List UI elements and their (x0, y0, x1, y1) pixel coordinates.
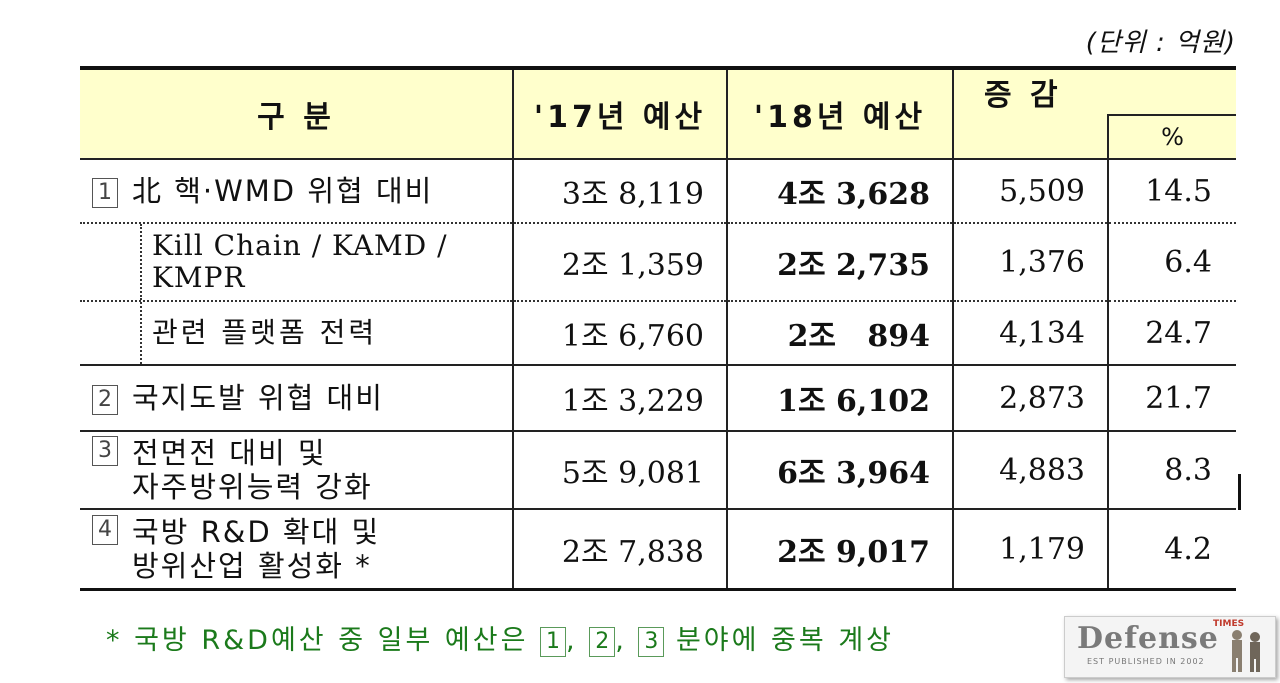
budget-18-cell: 2조 894 (727, 301, 954, 366)
footnote-prefix: * 국방 R&D예산 중 일부 예산은 (106, 625, 529, 656)
soldier-silhouette-icon (1232, 630, 1260, 672)
percent-cell: 4.2 (1108, 509, 1236, 591)
number-box: 4 (92, 515, 118, 545)
unit-label: (단위 : 억원) (1085, 28, 1236, 58)
footnote: * 국방 R&D예산 중 일부 예산은 1, 2, 3 분야에 중복 계상 (106, 625, 894, 657)
header-budget-18: '18년 예산 (727, 66, 954, 160)
logo-wordmark: Defense (1077, 621, 1219, 656)
stray-vertical-bar (1238, 474, 1241, 510)
header-category: 구 분 (80, 66, 514, 160)
row-label-line2: 방위산업 활성화 * (132, 549, 372, 583)
header-change-spacer (953, 115, 1109, 160)
budget-18-cell: 6조 3,964 (727, 431, 954, 510)
budget-17-cell: 1조 3,229 (513, 365, 728, 432)
row-label: 3 전면전 대비 및 자주방위능력 강화 (80, 431, 514, 510)
number-box: 2 (92, 385, 118, 415)
number-box: 3 (92, 436, 118, 466)
logo-times: TIMES (1213, 619, 1245, 629)
header-percent: % (1107, 114, 1236, 160)
percent-cell: 24.7 (1108, 301, 1236, 366)
row-label-line2: 자주방위능력 강화 (132, 470, 373, 504)
budget-18-cell: 1조 6,102 (727, 365, 954, 432)
header-budget-17: '17년 예산 (513, 66, 728, 160)
change-cell: 2,873 (953, 365, 1109, 432)
table-row: 3 전면전 대비 및 자주방위능력 강화 5조 9,081 6조 3,964 4… (80, 431, 1236, 510)
row-label-line1: 전면전 대비 및 (132, 436, 327, 470)
percent-cell: 21.7 (1108, 365, 1236, 432)
change-cell: 1,376 (953, 223, 1109, 302)
row-label: 1 北 핵·WMD 위협 대비 (80, 159, 514, 224)
footnote-box-3: 3 (638, 626, 665, 657)
budget-18-cell: 2조 9,017 (727, 509, 954, 591)
header-row-2: % (80, 114, 1236, 160)
sub-row-label: 관련 플랫폼 전력 (80, 301, 514, 366)
budget-17-cell: 2조 1,359 (513, 223, 728, 302)
change-cell: 1,179 (953, 509, 1109, 591)
row-label-text: 北 핵·WMD 위협 대비 (132, 174, 434, 208)
percent-cell: 6.4 (1108, 223, 1236, 302)
row-label: 2 국지도발 위협 대비 (80, 365, 514, 432)
defense-times-logo: Defense TIMES EST PUBLISHED IN 2002 (1064, 616, 1276, 678)
footnote-box-1: 1 (540, 626, 567, 657)
budget-table: 구 분 '17년 예산 '18년 예산 증 감 % 1 北 핵·WMD 위협 대비… (80, 66, 1236, 591)
row-label: 4 국방 R&D 확대 및 방위산업 활성화 * (80, 509, 514, 591)
footnote-box-2: 2 (589, 626, 616, 657)
sub-row-label: Kill Chain / KAMD / KMPR (80, 223, 514, 302)
table-row: Kill Chain / KAMD / KMPR 2조 1,359 2조 2,7… (80, 223, 1236, 302)
budget-17-cell: 2조 7,838 (513, 509, 728, 591)
logo-est: EST PUBLISHED IN 2002 (1087, 657, 1205, 666)
budget-table-container: 구 분 '17년 예산 '18년 예산 증 감 % 1 北 핵·WMD 위협 대비… (80, 66, 1236, 591)
percent-cell: 8.3 (1108, 431, 1236, 510)
table-row: 1 北 핵·WMD 위협 대비 3조 8,119 4조 3,628 5,509 1… (80, 159, 1236, 224)
budget-17-cell: 3조 8,119 (513, 159, 728, 224)
header-row: 구 분 '17년 예산 '18년 예산 증 감 (80, 66, 1236, 160)
row-label-text: 국지도발 위협 대비 (132, 381, 384, 415)
header-change: 증 감 (953, 66, 1236, 115)
sub-row-label-line2: KMPR (152, 261, 246, 294)
budget-17-cell: 5조 9,081 (513, 431, 728, 510)
table-row: 4 국방 R&D 확대 및 방위산업 활성화 * 2조 7,838 2조 9,0… (80, 509, 1236, 591)
budget-17-cell: 1조 6,760 (513, 301, 728, 366)
sub-row-label-line1: Kill Chain / KAMD / (152, 229, 448, 262)
change-cell: 5,509 (953, 159, 1109, 224)
percent-cell: 14.5 (1108, 159, 1236, 224)
row-label-line1: 국방 R&D 확대 및 (132, 515, 381, 549)
footnote-suffix: 분야에 중복 계상 (675, 625, 894, 656)
budget-18-cell: 4조 3,628 (727, 159, 954, 224)
change-cell: 4,134 (953, 301, 1109, 366)
budget-18-cell: 2조 2,735 (727, 223, 954, 302)
table-row: 2 국지도발 위협 대비 1조 3,229 1조 6,102 2,873 21.7 (80, 365, 1236, 432)
table-row: 관련 플랫폼 전력 1조 6,760 2조 894 4,134 24.7 (80, 301, 1236, 366)
number-box: 1 (92, 178, 118, 208)
change-cell: 4,883 (953, 431, 1109, 510)
